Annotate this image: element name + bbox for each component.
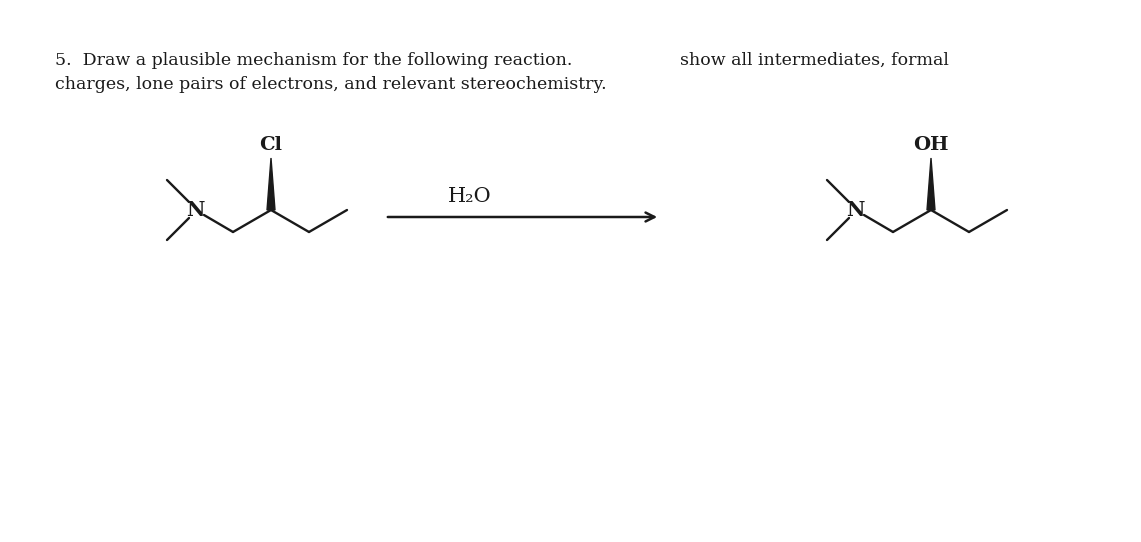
Text: H₂O: H₂O [448,188,492,207]
Polygon shape [926,158,934,210]
Text: OH: OH [913,136,949,154]
Text: N: N [845,200,864,220]
Text: Cl: Cl [259,136,283,154]
Text: charges, lone pairs of electrons, and relevant stereochemistry.: charges, lone pairs of electrons, and re… [55,76,607,93]
Polygon shape [267,158,275,210]
Text: 5.  Draw a plausible mechanism for the following reaction.: 5. Draw a plausible mechanism for the fo… [55,52,573,69]
Text: show all intermediates, formal: show all intermediates, formal [680,52,949,69]
Text: N: N [186,200,204,220]
